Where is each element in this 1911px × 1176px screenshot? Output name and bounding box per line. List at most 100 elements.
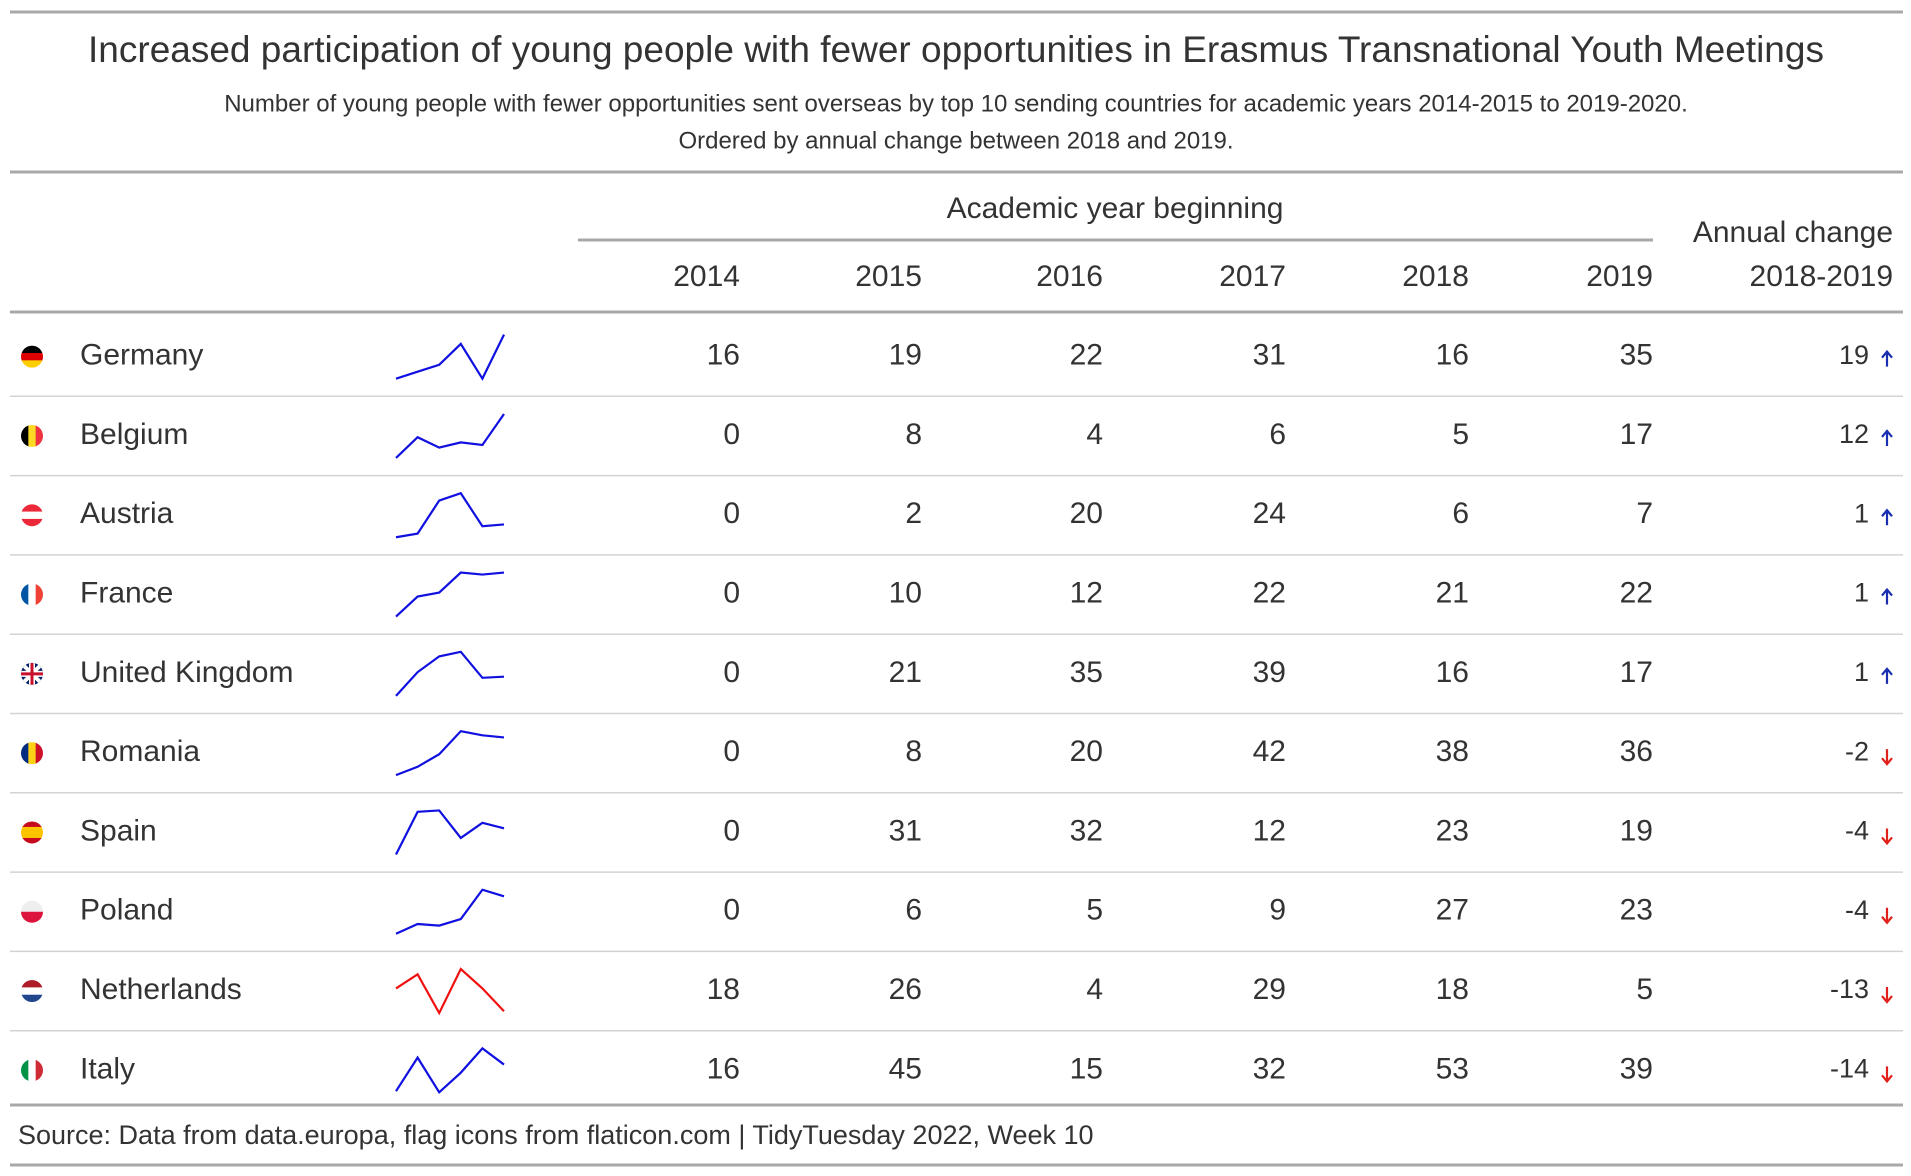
- flag-part: [21, 352, 43, 361]
- column-header: 2015: [855, 260, 922, 293]
- flag-part: [28, 583, 37, 606]
- cell-value: 32: [1253, 1052, 1286, 1085]
- flag-body: [21, 345, 43, 368]
- cell-value: 17: [1620, 418, 1653, 451]
- flag-icon: [21, 424, 43, 447]
- flag-part: [21, 821, 43, 828]
- annual-change: 12: [1839, 419, 1869, 449]
- cell-value: 24: [1253, 497, 1286, 530]
- flag-body: [21, 821, 43, 844]
- cell-value: 5: [1452, 418, 1469, 451]
- flag-icon: [21, 900, 43, 923]
- flag-part: [21, 911, 43, 923]
- title: Increased participation of young people …: [88, 29, 1824, 70]
- cell-value: 0: [723, 497, 740, 530]
- country-name: Spain: [80, 814, 157, 847]
- annual-change: -13: [1830, 974, 1869, 1004]
- cell-value: 45: [889, 1052, 922, 1085]
- cell-value: 21: [1436, 576, 1469, 609]
- country-name: Netherlands: [80, 973, 242, 1006]
- flag-part: [35, 1059, 43, 1082]
- cell-value: 2: [905, 497, 922, 530]
- cell-value: 23: [1436, 814, 1469, 847]
- cell-value: 19: [889, 339, 922, 372]
- change-arrow: [1881, 429, 1893, 446]
- cell-value: 17: [1620, 656, 1653, 689]
- sparkline: [395, 491, 505, 539]
- flag-part: [21, 345, 43, 354]
- column-header: 2014: [673, 260, 740, 293]
- annual-change: -4: [1845, 816, 1869, 846]
- flag-icon: [21, 583, 43, 606]
- flag-body: [21, 980, 43, 1003]
- flag-icon: [21, 662, 43, 685]
- flag-part: [35, 742, 43, 765]
- annual-change: 1: [1854, 498, 1869, 528]
- column-header: 2017: [1219, 260, 1286, 293]
- cell-value: 0: [723, 656, 740, 689]
- annual-change: -2: [1845, 736, 1869, 766]
- sparkline: [395, 967, 505, 1016]
- cell-value: 4: [1086, 973, 1103, 1006]
- sparkline: [395, 413, 505, 459]
- column-header: 2016: [1036, 260, 1103, 293]
- flag-part: [21, 826, 43, 833]
- country-name: Italy: [80, 1052, 135, 1085]
- flag-part: [21, 504, 43, 513]
- source-note: Source: Data from data.europa, flag icon…: [18, 1120, 1094, 1150]
- cell-value: 16: [1436, 339, 1469, 372]
- flag-part: [28, 424, 37, 447]
- flag-part: [21, 511, 43, 520]
- flag-part: [35, 424, 43, 447]
- cell-value: 39: [1620, 1052, 1653, 1085]
- cell-value: 23: [1620, 894, 1653, 927]
- cell-value: 20: [1070, 497, 1103, 530]
- column-header: 2019: [1586, 260, 1653, 293]
- flag-part: [28, 1059, 37, 1082]
- cell-value: 6: [905, 894, 922, 927]
- flag-body: [21, 742, 43, 765]
- spanner-label: Academic year beginning: [947, 192, 1284, 225]
- column-header: 2018-2019: [1750, 260, 1893, 293]
- sparkline: [395, 729, 505, 777]
- cell-value: 22: [1253, 576, 1286, 609]
- cell-value: 5: [1086, 894, 1103, 927]
- flag-part: [21, 742, 29, 765]
- cell-value: 29: [1253, 973, 1286, 1006]
- flag-part: [21, 518, 43, 527]
- flag-body: [21, 424, 43, 447]
- sparkline: [395, 888, 505, 935]
- change-arrow: [1881, 508, 1893, 526]
- cell-value: 6: [1269, 418, 1286, 451]
- cell-value: 38: [1436, 735, 1469, 768]
- cell-value: 31: [889, 814, 922, 847]
- annual-change: -4: [1845, 895, 1869, 925]
- flag-body: [21, 900, 43, 923]
- change-arrow: [1881, 1066, 1893, 1084]
- cell-value: 0: [723, 894, 740, 927]
- cell-value: 16: [707, 1052, 740, 1085]
- cell-value: 22: [1070, 339, 1103, 372]
- flag-body: [21, 583, 43, 606]
- cell-value: 31: [1253, 339, 1286, 372]
- cell-value: 12: [1253, 814, 1286, 847]
- cell-value: 0: [723, 418, 740, 451]
- cell-value: 16: [707, 339, 740, 372]
- flag-part: [21, 837, 43, 844]
- flag-icon: [21, 980, 43, 1003]
- annual-change: 1: [1854, 578, 1869, 608]
- cell-value: 53: [1436, 1052, 1469, 1085]
- subtitle: Ordered by annual change between 2018 an…: [678, 127, 1233, 154]
- sparkline: [395, 571, 505, 618]
- cell-value: 27: [1436, 894, 1469, 927]
- flag-part: [35, 583, 43, 606]
- flag-part: [21, 1059, 29, 1082]
- cell-value: 15: [1070, 1052, 1103, 1085]
- cell-value: 18: [1436, 973, 1469, 1006]
- cell-value: 12: [1070, 576, 1103, 609]
- country-name: Romania: [80, 735, 200, 768]
- cell-value: 8: [905, 735, 922, 768]
- cell-value: 7: [1636, 497, 1653, 530]
- cell-value: 21: [889, 656, 922, 689]
